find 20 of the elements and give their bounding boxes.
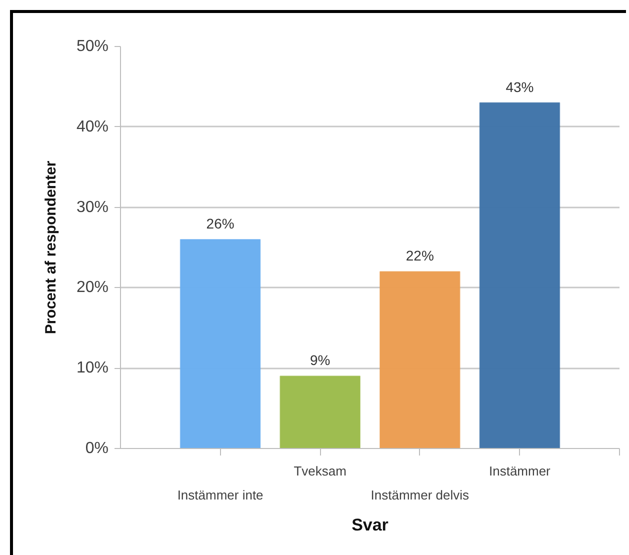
x-tick-label: Instämmer delvis [370, 488, 470, 502]
y-tick-label: 40% [76, 118, 109, 136]
data-label: 9% [310, 352, 330, 368]
x-axis-title: Svar [352, 516, 389, 534]
bar [379, 271, 460, 448]
bar [180, 238, 261, 448]
y-tick-label: 0% [85, 440, 108, 457]
y-tick-label: 50% [76, 38, 109, 55]
y-tick-label: 10% [76, 360, 109, 377]
x-tick-label: Instämmer [489, 464, 552, 478]
y-axis-title: Procent af respondenter [42, 160, 60, 334]
y-tick-label: 30% [76, 198, 109, 216]
data-label: 22% [406, 248, 434, 264]
data-label: 43% [506, 78, 534, 95]
y-tick-label: 20% [76, 279, 109, 296]
x-tick-label: Tveksam [294, 464, 346, 478]
x-tick-label: Instämmer inte [177, 488, 264, 502]
bar [280, 376, 361, 448]
data-label: 26% [206, 215, 234, 232]
bar [479, 102, 560, 448]
